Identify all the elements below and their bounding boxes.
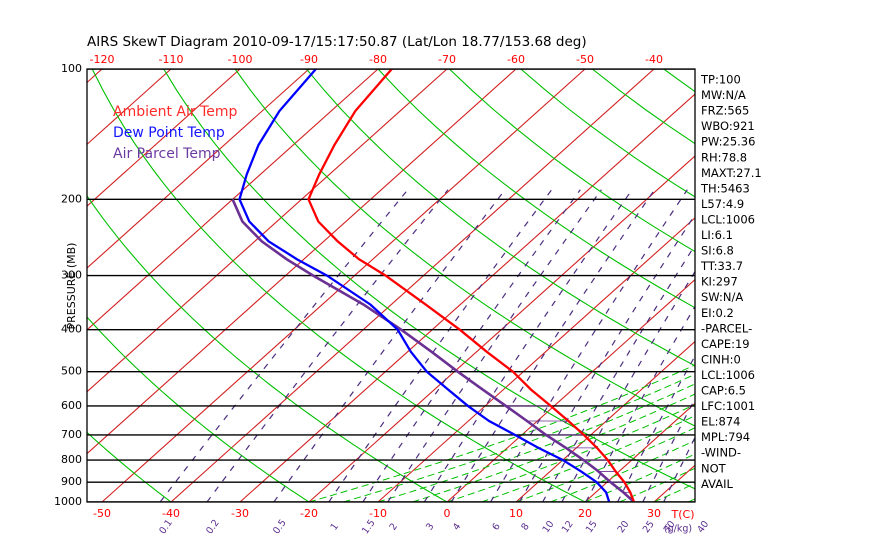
page-title: AIRS SkewT Diagram 2010-09-17/15:17:50.8…	[87, 34, 587, 50]
parameter-item: EL:874	[701, 415, 741, 429]
parameter-item: CINH:0	[701, 352, 741, 366]
pressure-tick-700: 700	[61, 428, 82, 441]
parameter-item: LI:6.1	[701, 228, 733, 242]
bottom-temp-tick--20: -20	[300, 507, 318, 520]
mixing-ratio-tick-2: 2	[388, 521, 400, 532]
bottom-temp-tick--50: -50	[93, 507, 111, 520]
parameter-item: EI:0.2	[701, 306, 734, 320]
x-axis-label-mixing: (g/kg)	[664, 524, 692, 535]
mixing-ratio-tick-1: 1	[329, 521, 341, 532]
bottom-temp-tick-20: 20	[578, 507, 592, 520]
top-temp-tick--50: -50	[576, 53, 594, 66]
top-temp-tick--70: -70	[438, 53, 456, 66]
dry-adiabat-lines	[87, 69, 695, 502]
pressure-tick-100: 100	[61, 62, 82, 75]
bottom-temp-tick--40: -40	[162, 507, 180, 520]
pressure-tick-300: 300	[61, 269, 82, 282]
legend-item-dewpoint: Dew Point Temp	[113, 125, 225, 141]
pressure-tick-400: 400	[61, 323, 82, 336]
parameter-item: CAP:6.5	[701, 384, 746, 398]
top-temp-tick--60: -60	[507, 53, 525, 66]
parameter-item: TP:100	[700, 73, 741, 87]
parameter-item: MAXT:27.1	[701, 166, 762, 180]
parameter-item: SI:6.8	[701, 244, 734, 258]
x-axis-label-temp: T(C)	[671, 508, 695, 521]
top-temp-tick--110: -110	[159, 53, 184, 66]
pressure-tick-500: 500	[61, 365, 82, 378]
parameter-item: SW:N/A	[701, 290, 743, 304]
pressure-tick-900: 900	[61, 475, 82, 488]
pressure-tick-600: 600	[61, 399, 82, 412]
parameter-item: TT:33.7	[700, 259, 743, 273]
mixing-ratio-tick-4: 4	[451, 521, 463, 532]
mixing-ratio-tick-3: 3	[424, 521, 436, 532]
moist-adiabat-lines	[308, 364, 695, 502]
parameter-item: LCL:1006	[701, 212, 755, 226]
bottom-temp-tick-10: 10	[509, 507, 523, 520]
isobar-lines	[87, 69, 695, 502]
top-temp-tick--100: -100	[228, 53, 253, 66]
parameter-item: NOT	[701, 461, 727, 475]
cape-hatching	[505, 405, 631, 493]
bottom-temp-tick--30: -30	[231, 507, 249, 520]
bottom-temp-tick--10: -10	[369, 507, 387, 520]
bottom-temp-tick-30: 30	[647, 507, 661, 520]
legend-item-ambient: Ambient Air Temp	[113, 104, 238, 120]
parameter-item: AVAIL	[701, 477, 734, 491]
pressure-axis: 100 200 300 400 500 600 700 800 900 1000	[54, 62, 82, 508]
parameter-item: WBO:921	[701, 119, 755, 133]
parameter-item: MPL:794	[701, 430, 750, 444]
bottom-temperature-axis: -50 -40 -30 -20 -10 0 10 20 30	[93, 507, 661, 520]
parameter-item: L57:4.9	[701, 197, 744, 211]
pressure-tick-200: 200	[61, 192, 82, 205]
legend: Ambient Air Temp Dew Point Temp Air Parc…	[113, 104, 238, 162]
top-temp-tick--40: -40	[645, 53, 663, 66]
plot-frame	[86, 68, 696, 503]
top-temp-tick--120: -120	[90, 53, 115, 66]
mixing-ratio-tick-8: 8	[519, 521, 531, 532]
parameter-item: TH:5463	[700, 181, 750, 195]
parameter-item: LFC:1001	[701, 399, 755, 413]
parameter-item: -PARCEL-	[701, 321, 752, 335]
pressure-tick-800: 800	[61, 453, 82, 466]
parameter-item: LCL:1006	[701, 368, 755, 382]
parameter-item: RH:78.8	[701, 150, 747, 164]
parameter-item: PW:25.36	[701, 135, 755, 149]
top-temperature-axis: -120 -110 -100 -90 -80 -70 -60 -50 -40	[90, 53, 663, 66]
mixing-ratio-tick-6: 6	[490, 521, 502, 532]
pressure-tick-1000: 1000	[54, 495, 82, 508]
sounding-curves	[231, 69, 636, 502]
legend-item-parcel: Air Parcel Temp	[113, 146, 221, 162]
top-temp-tick--80: -80	[369, 53, 387, 66]
parameter-item: -WIND-	[701, 446, 741, 460]
parameter-item: KI:297	[701, 275, 738, 289]
parameter-item: FRZ:565	[701, 104, 749, 118]
parameter-item: CAPE:19	[701, 337, 750, 351]
y-axis-label: PRESSURE (MB)	[65, 243, 78, 330]
top-temp-tick--90: -90	[300, 53, 318, 66]
bottom-temp-tick-0: 0	[444, 507, 451, 520]
parameter-item: MW:N/A	[701, 88, 746, 102]
